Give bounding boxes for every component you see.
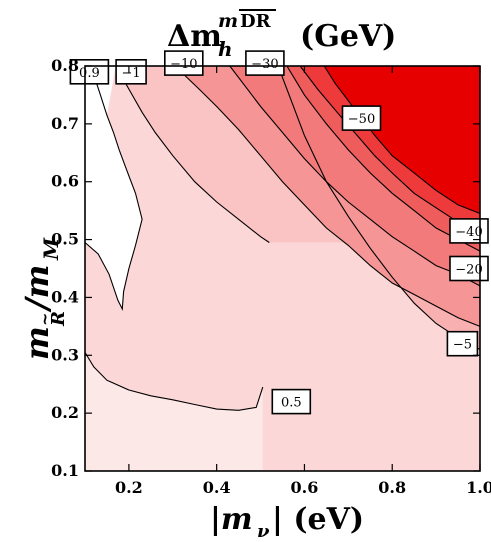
y-label-tilde: ~ xyxy=(35,313,54,326)
contour-line--10 xyxy=(174,65,481,327)
y-label-slash-m: /m xyxy=(18,264,56,313)
contour-label-text: −50 xyxy=(348,112,375,127)
y-tick-label: 0.4 xyxy=(51,287,79,306)
contour-line--20 xyxy=(229,65,481,287)
y-tick-label: 0.7 xyxy=(51,114,79,133)
contour-line--1 xyxy=(115,65,270,243)
contour-label-text: −10 xyxy=(170,57,197,72)
contour-label--20: −20 xyxy=(449,255,489,282)
contour-line-0.5 xyxy=(84,352,264,411)
x-label-tail: | (eV) xyxy=(272,502,364,537)
contour-label-text: −40 xyxy=(455,225,482,240)
contour-line--30 xyxy=(286,65,481,252)
contour-label--10: −10 xyxy=(164,50,204,76)
title-superscript-dr: DR xyxy=(240,11,272,32)
x-tick-label: 0.2 xyxy=(115,478,143,497)
x-tick-label: 0.4 xyxy=(203,478,231,497)
title-unit: (GeV) xyxy=(300,19,396,54)
contour-labels: 0.5 0.9 −1 −5 −10 −20 −30 −40 −50 xyxy=(69,50,489,415)
contour-label--30: −30 xyxy=(245,50,285,76)
band-below-0.5 xyxy=(85,352,263,471)
contour-label-text: 0.9 xyxy=(79,66,100,81)
band-above-0.9 xyxy=(85,66,143,309)
contour-bands xyxy=(85,66,480,471)
plot-area: 0.5 0.9 −1 −5 −10 −20 −30 −40 −50 xyxy=(69,50,489,472)
y-label-sub-r: R xyxy=(48,311,69,327)
y-axis-label: m ~ R /m M xyxy=(18,237,69,360)
contour-line--40 xyxy=(299,65,481,235)
contour-label--40: −40 xyxy=(449,218,489,244)
chart-title: Δm h m DR (GeV) xyxy=(167,9,396,61)
plot-frame xyxy=(84,65,481,472)
y-tick-label: 0.3 xyxy=(51,345,79,364)
x-label-m: |m xyxy=(210,502,253,537)
y-tick-label: 0.5 xyxy=(51,230,79,249)
title-delta-m: Δm xyxy=(167,19,222,54)
contour-label-text: −20 xyxy=(455,263,482,278)
contour-line-0.9 xyxy=(84,77,143,312)
x-label-sub: ν xyxy=(257,521,270,542)
contour-label-text: −1 xyxy=(122,66,141,81)
y-label-m: m xyxy=(18,326,56,360)
band--50 xyxy=(324,66,480,214)
contour-label--50: −50 xyxy=(341,105,382,131)
y-tick-label: 0.2 xyxy=(51,403,79,422)
contour-label-text: −30 xyxy=(251,57,278,72)
title-superscript-m: m xyxy=(218,10,238,32)
x-tick-label: 0.8 xyxy=(378,478,406,497)
contour-label--1: −1 xyxy=(115,58,147,85)
x-tick-label: 0.6 xyxy=(291,478,319,497)
contour-label--5: −5 xyxy=(446,330,479,357)
y-tick-label: 0.8 xyxy=(51,56,79,75)
contour-line--50 xyxy=(323,65,481,215)
contour-line--5 xyxy=(277,65,481,350)
contour-label-text: −5 xyxy=(453,338,472,353)
contour-label-text: 0.5 xyxy=(281,396,302,411)
contour-lines xyxy=(84,65,481,411)
y-label-sub-m: M xyxy=(39,237,63,261)
x-tick-label: 1.0 xyxy=(466,478,491,497)
axis-ticks: 0.2 0.4 0.6 0.8 1.0 0.1 0.2 0.3 0.4 0.5 0.6 0.7 0.8 xyxy=(51,56,491,497)
y-tick-label: 0.1 xyxy=(51,461,79,480)
contour-label-0.5: 0.5 xyxy=(271,388,312,415)
y-tick-label: 0.6 xyxy=(51,172,79,191)
title-subscript-h: h xyxy=(218,37,233,61)
x-axis-label: |m ν | (eV) xyxy=(210,502,364,542)
